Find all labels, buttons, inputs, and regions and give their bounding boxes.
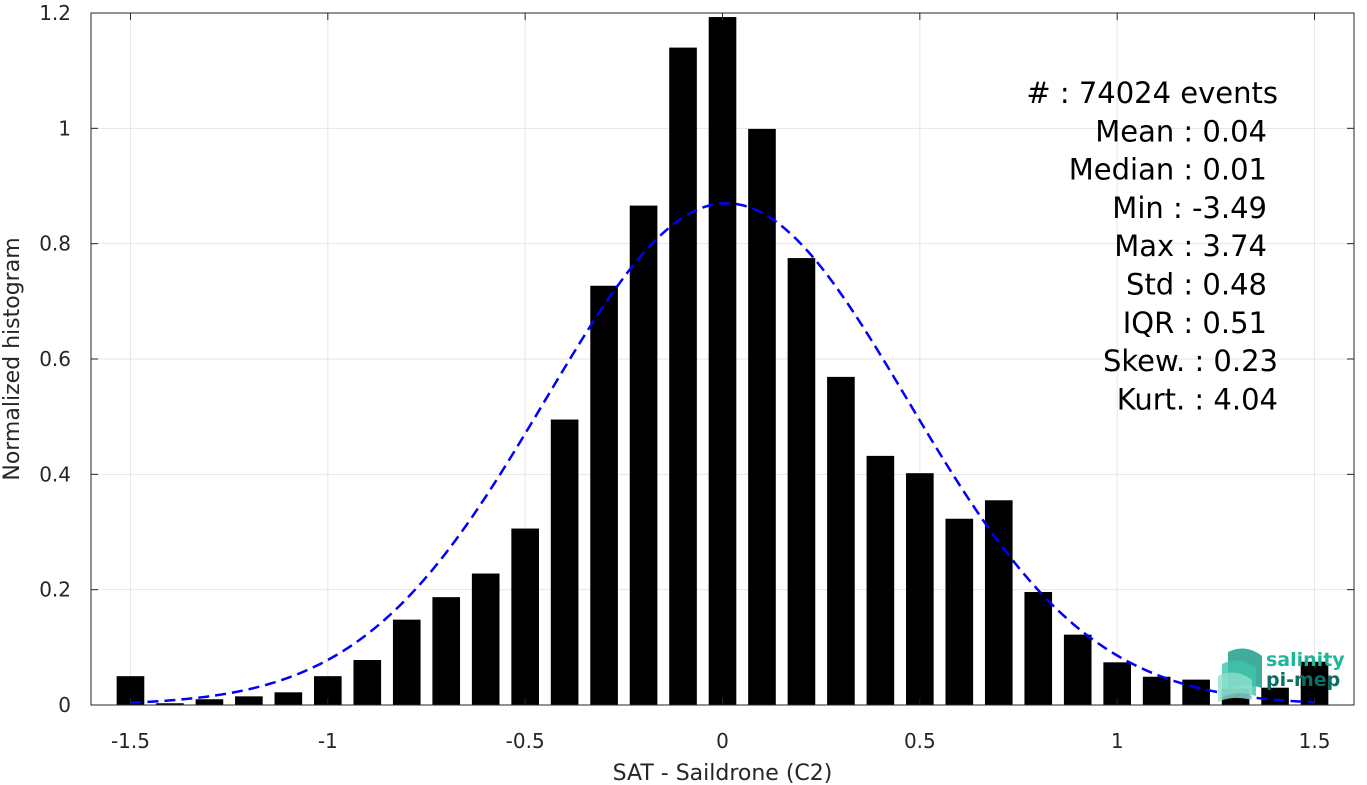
x-tick-label: 0.5 — [904, 729, 936, 753]
histogram-bar — [274, 692, 303, 705]
histogram-bar — [235, 696, 263, 705]
y-tick-label: 0 — [58, 693, 71, 717]
histogram-bar — [827, 376, 855, 705]
stat-line: Max : 3.74 — [1114, 229, 1267, 263]
histogram-bar — [669, 47, 697, 706]
histogram-bar — [748, 128, 776, 705]
stat-line: Kurt. : 4.04 — [1117, 382, 1278, 416]
x-tick-label: 0 — [716, 729, 729, 753]
x-tick-label: -0.5 — [506, 729, 545, 753]
histogram-bar — [195, 699, 224, 705]
stat-line: Skew. : 0.23 — [1103, 344, 1278, 378]
x-axis-label: SAT - Saildrone (C2) — [613, 761, 833, 785]
y-tick-label: 1.2 — [39, 1, 71, 25]
logo-text-salinity: salinity — [1266, 649, 1345, 671]
wave-icon — [1218, 648, 1262, 702]
histogram-bar — [708, 17, 737, 705]
histogram-bar — [590, 285, 618, 705]
histogram-bar — [787, 258, 816, 705]
histogram-bar — [432, 597, 461, 705]
y-tick-label: 0.6 — [39, 347, 71, 371]
x-tick-label: 1.5 — [1299, 729, 1331, 753]
y-axis-label: Normalized histogram — [0, 237, 25, 480]
histogram-bar — [353, 660, 382, 705]
stat-line: Std : 0.48 — [1126, 268, 1267, 302]
histogram-bar — [1103, 662, 1132, 705]
stats-box: # : 74024 events Mean : 0.04 Median : 0.01… — [1026, 76, 1278, 416]
histogram-bar — [1182, 679, 1210, 705]
histogram-bar — [906, 473, 934, 705]
x-tick-labels: -1.5 -1 -0.5 0 0.5 1 1.5 — [111, 729, 1330, 753]
stat-line: IQR : 0.51 — [1123, 306, 1267, 340]
y-tick-label: 1 — [58, 116, 71, 140]
stat-line: Min : -3.49 — [1112, 191, 1267, 225]
histogram-bar — [1024, 591, 1053, 705]
stat-line: # : 74024 events — [1026, 76, 1278, 110]
bars — [116, 17, 1329, 706]
y-tick-labels: 0 0.2 0.4 0.6 0.8 1 1.2 — [39, 1, 71, 717]
stat-line: Median : 0.01 — [1069, 153, 1267, 187]
histogram-bar — [511, 528, 539, 705]
histogram-bar — [1142, 676, 1171, 705]
y-tick-label: 0.2 — [39, 578, 71, 602]
logo-text-pimep: pi-mep — [1266, 669, 1340, 691]
histogram-bar — [629, 205, 658, 705]
histogram-bar — [984, 500, 1013, 705]
histogram-bar — [866, 455, 895, 705]
y-tick-label: 0.8 — [39, 232, 71, 256]
histogram-bar — [392, 619, 421, 705]
x-tick-label: -1.5 — [111, 729, 150, 753]
histogram-bar — [1063, 634, 1092, 705]
salinity-pimep-logo: salinity pi-mep — [1218, 648, 1345, 702]
normal-fit-curve — [130, 202, 1315, 704]
ticks — [91, 12, 1354, 706]
histogram-bar — [471, 573, 500, 705]
y-tick-label: 0.4 — [39, 462, 71, 486]
stat-line: Mean : 0.04 — [1095, 114, 1267, 148]
histogram-bar — [550, 419, 579, 705]
histogram-bar — [945, 518, 974, 705]
histogram-bar — [1300, 661, 1329, 705]
x-tick-label: -1 — [318, 729, 338, 753]
histogram-bar — [156, 703, 184, 705]
x-tick-label: 1 — [1111, 729, 1124, 753]
